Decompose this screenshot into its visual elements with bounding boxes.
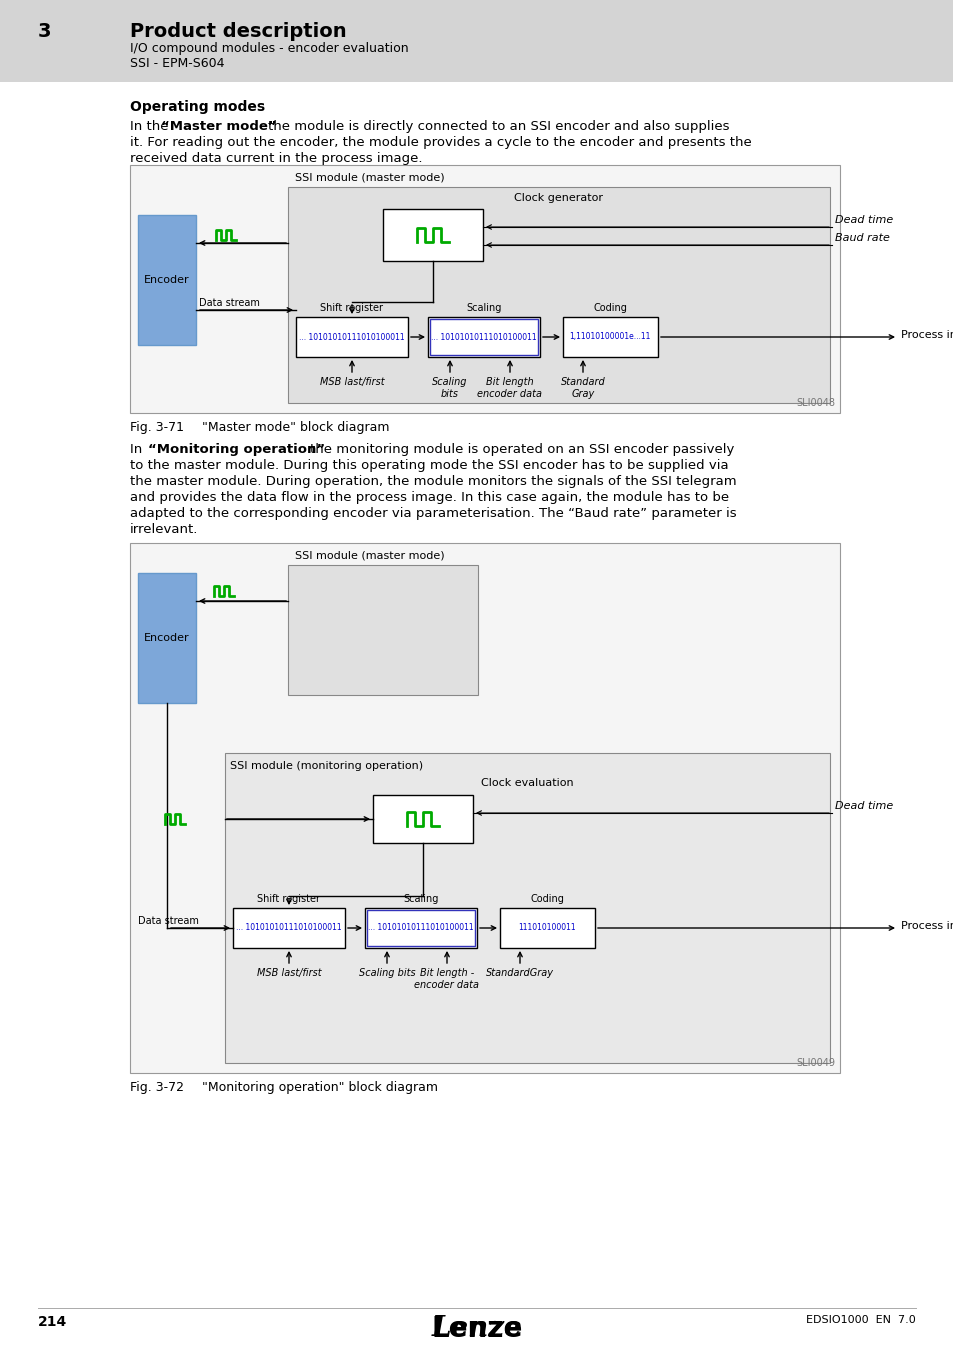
Text: Scaling: Scaling [403, 894, 438, 904]
Text: Bit length: Bit length [486, 377, 534, 387]
Bar [499, 909, 595, 948]
Text: Data stream: Data stream [138, 917, 198, 926]
Text: ... 10101010111010100011: ... 10101010111010100011 [236, 923, 341, 933]
Bar [428, 317, 539, 356]
Text: 1,11010100001e...11: 1,11010100001e...11 [569, 332, 650, 342]
Text: MSB last/first: MSB last/first [319, 377, 384, 387]
Bar [130, 543, 840, 1073]
Text: Lenze: Lenze [432, 1315, 521, 1342]
Bar [373, 795, 473, 842]
Text: adapted to the corresponding encoder via parameterisation. The “Baud rate” param: adapted to the corresponding encoder via… [130, 508, 736, 520]
Text: 3: 3 [38, 22, 51, 40]
Text: StandardGray: StandardGray [485, 968, 554, 977]
Text: Clock generator: Clock generator [514, 193, 603, 202]
Text: I/O compound modules - encoder evaluation: I/O compound modules - encoder evaluatio… [130, 42, 408, 55]
Text: SSI module (monitoring operation): SSI module (monitoring operation) [230, 761, 423, 771]
Text: "Master mode" block diagram: "Master mode" block diagram [202, 421, 389, 433]
Text: "Monitoring operation" block diagram: "Monitoring operation" block diagram [202, 1081, 437, 1094]
Text: “Monitoring operation”: “Monitoring operation” [148, 443, 325, 456]
Bar [288, 188, 829, 404]
Text: SSI module (master mode): SSI module (master mode) [294, 551, 444, 562]
Text: Baud rate: Baud rate [834, 234, 889, 243]
Text: 111010100011: 111010100011 [517, 923, 576, 933]
Text: Encoder: Encoder [144, 275, 190, 285]
Text: the master module. During operation, the module monitors the signals of the SSI : the master module. During operation, the… [130, 475, 736, 487]
Text: Process image: Process image [900, 329, 953, 340]
Text: SSI module (master mode): SSI module (master mode) [294, 173, 444, 184]
Text: Standard: Standard [560, 377, 605, 387]
Text: Data stream: Data stream [199, 298, 259, 308]
Text: Encoder: Encoder [144, 633, 190, 643]
Text: Coding: Coding [530, 894, 563, 904]
Bar [0, 0, 953, 82]
Text: Scaling: Scaling [466, 302, 501, 313]
Text: Lenze: Lenze [431, 1315, 522, 1343]
Bar [288, 566, 477, 695]
Bar [138, 215, 195, 346]
Text: Gray: Gray [571, 389, 594, 400]
Text: MSB last/first: MSB last/first [256, 968, 321, 977]
Text: SLI0049: SLI0049 [795, 1058, 834, 1068]
Text: Bit length -: Bit length - [419, 968, 474, 977]
Text: ... 10101010111010100011: ... 10101010111010100011 [431, 332, 537, 342]
Bar [382, 209, 482, 261]
Text: In: In [130, 443, 147, 456]
Text: Product description: Product description [130, 22, 346, 40]
Text: Shift register: Shift register [320, 302, 383, 313]
Bar [225, 753, 829, 1062]
Text: “Master mode”: “Master mode” [161, 120, 276, 134]
Text: Shift register: Shift register [257, 894, 320, 904]
Text: and provides the data flow in the process image. In this case again, the module : and provides the data flow in the proces… [130, 491, 728, 504]
Text: Fig. 3-71: Fig. 3-71 [130, 421, 184, 433]
Text: irrelevant.: irrelevant. [130, 522, 198, 536]
Text: Process image: Process image [900, 921, 953, 931]
Text: Scaling: Scaling [432, 377, 467, 387]
Bar [430, 319, 537, 355]
Bar [138, 572, 195, 703]
Text: to the master module. During this operating mode the SSI encoder has to be suppl: to the master module. During this operat… [130, 459, 728, 472]
Text: EDSIO1000  EN  7.0: EDSIO1000 EN 7.0 [805, 1315, 915, 1324]
Text: encoder data: encoder data [414, 980, 479, 990]
Text: Clock evaluation: Clock evaluation [480, 778, 573, 788]
Text: Fig. 3-72: Fig. 3-72 [130, 1081, 184, 1094]
Text: it. For reading out the encoder, the module provides a cycle to the encoder and : it. For reading out the encoder, the mod… [130, 136, 751, 148]
Text: Scaling bits: Scaling bits [358, 968, 415, 977]
Text: Coding: Coding [593, 302, 626, 313]
Bar [233, 909, 345, 948]
Text: SLI0048: SLI0048 [795, 398, 834, 408]
Text: bits: bits [440, 389, 458, 400]
Bar [367, 910, 475, 946]
Bar [365, 909, 476, 948]
Bar [130, 165, 840, 413]
Text: In the: In the [130, 120, 172, 134]
Text: the module is directly connected to an SSI encoder and also supplies: the module is directly connected to an S… [268, 120, 729, 134]
Text: encoder data: encoder data [477, 389, 542, 400]
Bar [295, 317, 408, 356]
Text: Operating modes: Operating modes [130, 100, 265, 113]
Text: Dead time: Dead time [834, 215, 892, 225]
Text: SSI - EPM-S604: SSI - EPM-S604 [130, 57, 224, 70]
Text: ... 10101010111010100011: ... 10101010111010100011 [368, 923, 474, 933]
Text: ... 10101010111010100011: ... 10101010111010100011 [299, 332, 404, 342]
Text: the monitoring module is operated on an SSI encoder passively: the monitoring module is operated on an … [310, 443, 734, 456]
Text: Dead time: Dead time [834, 801, 892, 811]
Text: 214: 214 [38, 1315, 67, 1328]
Text: received data current in the process image.: received data current in the process ima… [130, 153, 422, 165]
Bar [562, 317, 658, 356]
